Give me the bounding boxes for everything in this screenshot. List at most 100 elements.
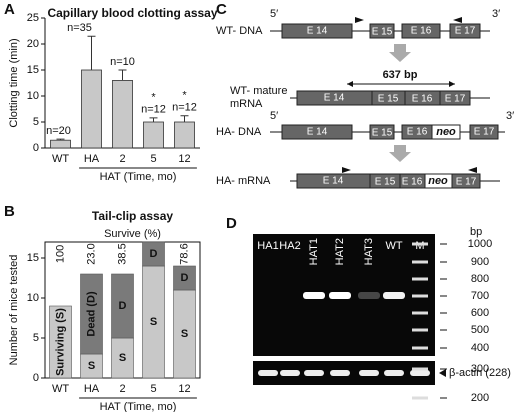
- error-bar: [56, 138, 65, 141]
- neo-label: neo: [428, 175, 448, 187]
- ladder-band: [412, 260, 428, 264]
- lane-label: HAT3: [363, 238, 375, 265]
- y-axis-label: Clotting time (min): [8, 38, 20, 127]
- n-label: n=35: [67, 22, 92, 34]
- x-tick-label: HA: [84, 383, 100, 395]
- x-tick-label: 5: [150, 383, 156, 395]
- error-bar: [87, 35, 96, 70]
- ladder-label: 700: [471, 290, 489, 302]
- lane-label: HA1: [257, 240, 278, 252]
- end-label: 3′: [506, 110, 514, 122]
- ladder-label: 200: [471, 392, 489, 404]
- segment-label: S: [119, 352, 126, 364]
- row-label: HA- DNA: [216, 126, 262, 138]
- bar: [143, 121, 164, 149]
- row-label: HA- mRNA: [216, 175, 271, 187]
- lane-label: HA2: [279, 240, 300, 252]
- x-tick-label: HA: [84, 153, 100, 165]
- primer: [468, 167, 477, 173]
- series-label: Dead (D): [85, 291, 97, 337]
- exon-label: E 14: [307, 127, 328, 138]
- arrowhead: [439, 369, 446, 377]
- y-tick-label: 25: [27, 12, 39, 24]
- pcr-band: [303, 292, 325, 299]
- lane-label: HAT2: [334, 238, 346, 265]
- neo-label: neo: [436, 126, 456, 138]
- ladder-label: 900: [471, 256, 489, 268]
- gene-diagram: WT- DNA 5′ 3′ E 14 E 15 E 16 E 17 637 bp…: [216, 8, 514, 189]
- error-bar: [180, 115, 189, 122]
- actin-band: [410, 370, 430, 376]
- chart-title: Tail-clip assay: [92, 209, 173, 223]
- significance: *: [151, 92, 156, 104]
- actin-band: [280, 370, 300, 376]
- arrowhead: [347, 81, 353, 87]
- ladder-label: 800: [471, 273, 489, 285]
- y-tick-label: 20: [27, 38, 39, 50]
- exon-label: E 14: [307, 26, 328, 37]
- n-label: n=12: [141, 104, 166, 116]
- exon: [369, 124, 395, 140]
- ladder-label: 500: [471, 324, 489, 336]
- panel-label: B: [4, 203, 15, 220]
- y-tick-label: 15: [27, 252, 39, 264]
- ladder-label: 1000: [468, 238, 492, 250]
- exon-label: E 16: [402, 177, 423, 188]
- series-label: Surviving (S): [54, 308, 66, 376]
- neo-box: [431, 124, 461, 140]
- exon: [281, 124, 353, 140]
- segment-label: D: [119, 300, 127, 312]
- x-tick-label: 5: [150, 153, 156, 165]
- survive-value: 23.0: [85, 243, 97, 264]
- primer: [355, 17, 364, 23]
- end-label: 5′: [270, 8, 278, 20]
- segment-label: S: [88, 360, 95, 372]
- chart-title: Capillary blood clotting assay: [47, 6, 217, 20]
- segment-label: S: [150, 316, 157, 328]
- bar: [81, 69, 102, 149]
- bar-segment: [49, 305, 72, 379]
- n-label: n=10: [110, 56, 135, 68]
- ladder-band: [412, 277, 428, 281]
- exon: [439, 90, 471, 106]
- panel-label: D: [226, 215, 237, 232]
- x-tick-label: 12: [178, 383, 190, 395]
- exon: [369, 23, 395, 39]
- significance: *: [182, 90, 187, 102]
- exon-label: E 17: [474, 127, 495, 138]
- bar-segment: [111, 273, 134, 339]
- pcr-band: [329, 292, 351, 299]
- exon-label: E 17: [455, 26, 476, 37]
- x-tick-label: 12: [178, 153, 190, 165]
- exon-label: E 16: [412, 94, 433, 105]
- error-bar: [118, 69, 127, 81]
- arrow: [389, 44, 411, 62]
- actin-band: [304, 370, 324, 376]
- actin-band: [258, 370, 278, 376]
- ladder-band: [412, 328, 428, 332]
- y-tick-label: 0: [33, 142, 39, 154]
- exon-label: E 15: [372, 27, 393, 38]
- lane-label: HAT1: [308, 238, 320, 265]
- exon-label: E 16: [407, 127, 428, 138]
- panel-label: A: [4, 1, 15, 18]
- exon: [469, 124, 499, 140]
- survive-title: Survive (%): [104, 228, 161, 240]
- actin-band: [359, 370, 379, 376]
- actin-band: [384, 370, 404, 376]
- y-tick-label: 0: [33, 372, 39, 384]
- arrowhead: [449, 81, 455, 87]
- exon: [451, 173, 481, 189]
- arrow: [389, 145, 411, 162]
- product-size: 637 bp: [383, 69, 418, 81]
- segment-label: S: [181, 328, 188, 340]
- bar: [174, 121, 195, 149]
- exon-label: E 17: [456, 177, 477, 188]
- error-bar: [149, 117, 158, 122]
- survive-value: 38.5: [116, 243, 128, 264]
- segment-label: D: [181, 272, 189, 284]
- exon-label: E 15: [372, 128, 393, 139]
- y-tick-label: 5: [33, 332, 39, 344]
- y-tick-label: 10: [27, 292, 39, 304]
